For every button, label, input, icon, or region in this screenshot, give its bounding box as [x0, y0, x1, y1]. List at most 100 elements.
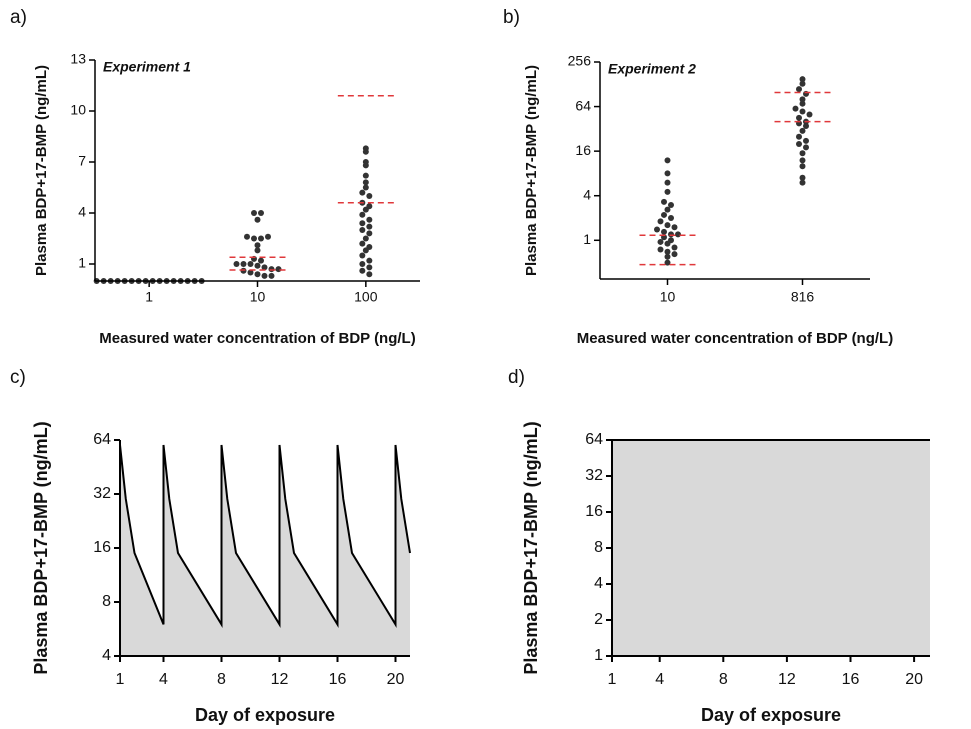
dot	[799, 179, 806, 186]
dot	[366, 223, 373, 230]
dot	[366, 271, 373, 278]
dot	[366, 264, 373, 271]
dot	[366, 257, 373, 264]
dot	[366, 193, 373, 199]
dot	[359, 189, 366, 196]
y-tick-label: 256	[568, 53, 592, 69]
dot	[803, 144, 809, 151]
y-tick-label: 4	[594, 575, 603, 592]
dot	[251, 210, 257, 216]
x-tick-label: 4	[159, 671, 168, 688]
x-tick-label: 1	[116, 671, 125, 688]
dot	[799, 163, 806, 170]
dot	[275, 266, 282, 273]
y-tick-label: 1	[594, 647, 603, 664]
panel-label: c)	[10, 367, 26, 388]
dot	[664, 240, 671, 247]
x-tick-label: 20	[387, 671, 405, 688]
dot	[661, 211, 667, 218]
dot	[796, 140, 802, 147]
x-axis-title: Measured water concentration of BDP (ng/…	[99, 330, 415, 347]
area-fill	[612, 440, 930, 656]
x-axis-title: Day of exposure	[195, 705, 335, 725]
x-tick-label: 16	[842, 671, 860, 688]
dot	[668, 231, 674, 238]
dot	[796, 86, 802, 93]
x-tick-label: 1	[608, 671, 617, 688]
dot	[366, 216, 373, 223]
dot	[799, 80, 806, 87]
dot	[359, 261, 366, 267]
dot	[268, 272, 275, 279]
x-tick-label: 12	[778, 671, 796, 688]
dot	[254, 271, 261, 278]
y-tick-label: 64	[585, 431, 603, 448]
x-tick-label: 100	[354, 289, 378, 305]
y-axis-title: Plasma BDP+17-BMP (ng/mL)	[31, 421, 51, 674]
y-axis-title: Plasma BDP+17-BMP (ng/mL)	[33, 65, 50, 276]
dot	[233, 261, 240, 267]
y-tick-label: 7	[78, 153, 86, 169]
y-tick-label: 64	[93, 431, 111, 448]
dot	[362, 235, 369, 242]
dot	[796, 114, 802, 121]
y-tick-label: 32	[585, 467, 603, 484]
dot	[254, 262, 261, 269]
dot	[792, 105, 799, 112]
dot	[265, 233, 271, 240]
dot	[247, 269, 254, 276]
dot	[359, 240, 366, 247]
dot	[254, 216, 261, 223]
line	[119, 444, 411, 628]
x-tick-label: 816	[791, 289, 815, 305]
dot	[799, 96, 806, 103]
dot	[799, 108, 806, 115]
y-tick-label: 13	[70, 51, 86, 67]
y-axis-title: Plasma BDP+17-BMP (ng/mL)	[523, 65, 540, 276]
dot	[247, 261, 254, 267]
dot	[799, 76, 806, 83]
panel-label: d)	[508, 367, 525, 388]
dot	[664, 206, 671, 213]
y-axis-title: Plasma BDP+17-BMP (ng/mL)	[521, 421, 541, 674]
dot	[362, 247, 369, 254]
dot	[359, 211, 366, 218]
y-tick-label: 32	[93, 485, 111, 502]
dot	[261, 272, 268, 279]
dot	[654, 226, 660, 233]
dot	[799, 157, 806, 164]
annotation: Experiment 1	[103, 59, 191, 75]
x-tick-label: 8	[217, 671, 226, 688]
dot	[671, 251, 678, 258]
dot	[803, 137, 809, 144]
dot	[268, 266, 275, 273]
dot	[258, 210, 264, 216]
y-tick-label: 4	[102, 647, 111, 664]
dot	[657, 218, 664, 225]
y-tick-label: 4	[583, 186, 591, 202]
dot	[661, 228, 667, 235]
dot	[661, 198, 667, 205]
dot	[664, 157, 671, 164]
annotation: Experiment 2	[608, 61, 696, 77]
x-axis-title: Measured water concentration of BDP (ng/…	[577, 330, 893, 347]
dot	[657, 246, 664, 253]
dot	[664, 253, 671, 260]
dot	[366, 230, 373, 237]
dot	[799, 127, 806, 134]
dot	[671, 224, 678, 231]
dot	[261, 264, 268, 271]
x-tick-label: 10	[660, 289, 676, 305]
y-tick-label: 4	[78, 204, 86, 220]
dot	[362, 206, 369, 213]
dot	[806, 111, 813, 118]
y-tick-label: 1	[583, 231, 591, 247]
dot	[362, 162, 369, 169]
dot	[359, 220, 366, 227]
x-tick-label: 10	[250, 289, 266, 305]
dot	[799, 174, 806, 181]
y-tick-label: 64	[575, 97, 591, 113]
y-tick-label: 10	[70, 102, 86, 118]
dot	[251, 235, 257, 242]
